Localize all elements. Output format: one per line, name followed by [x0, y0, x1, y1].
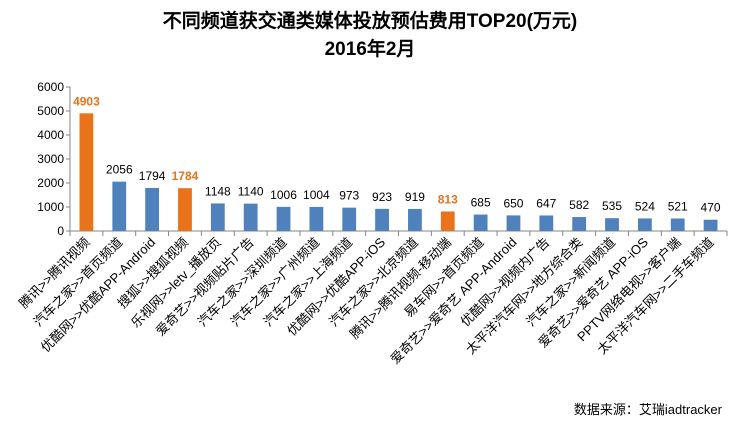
bar: [112, 181, 127, 231]
data-label: 973: [339, 189, 359, 203]
y-tick-label: 5000: [37, 104, 64, 118]
bar: [309, 206, 324, 231]
data-label: 647: [536, 196, 556, 210]
data-label: 521: [668, 199, 688, 213]
data-label: 1006: [270, 188, 297, 202]
data-label: 919: [405, 190, 425, 204]
bar: [210, 203, 225, 231]
data-label: 4903: [73, 94, 100, 108]
bar: [506, 215, 521, 231]
data-label: 535: [602, 199, 622, 213]
bar: [670, 218, 685, 231]
y-tick-label: 3000: [37, 152, 64, 166]
bar: [539, 215, 554, 231]
data-label: 2056: [106, 163, 133, 177]
data-label: 524: [635, 199, 655, 213]
bar: [79, 113, 94, 231]
y-tick-label: 4000: [37, 128, 64, 142]
data-label: 1004: [303, 188, 330, 202]
bar: [637, 218, 652, 231]
data-label: 1784: [172, 169, 199, 183]
source-note: 数据来源：艾瑞iadtracker: [574, 402, 723, 417]
data-label: 1140: [238, 185, 264, 199]
chart-subtitle: 2016年2月: [325, 37, 416, 60]
bar: [342, 207, 357, 231]
y-tick-label: 2000: [37, 176, 64, 190]
y-tick-label: 6000: [37, 80, 64, 94]
bar: [440, 211, 455, 231]
data-label: 1148: [205, 184, 231, 198]
data-label: 650: [503, 196, 523, 210]
bar: [703, 219, 718, 231]
y-tick-label: 1000: [37, 200, 64, 214]
bar: [408, 208, 422, 231]
bar: [473, 214, 488, 231]
y-tick-label: 0: [57, 224, 64, 238]
data-label: 1794: [139, 169, 166, 183]
data-label: 582: [569, 198, 589, 212]
data-label: 923: [372, 190, 392, 204]
data-label: 813: [438, 192, 458, 206]
bar: [605, 218, 619, 231]
data-label: 685: [471, 196, 491, 210]
bar: [178, 188, 192, 231]
bar: [145, 187, 160, 231]
bar: [276, 206, 291, 231]
bar: [243, 203, 258, 231]
chart-title: 不同频道获交通类媒体投放预估费用TOP20(万元): [163, 9, 578, 32]
bar: [375, 208, 389, 231]
data-label: 470: [701, 201, 721, 215]
bar: [572, 217, 587, 231]
